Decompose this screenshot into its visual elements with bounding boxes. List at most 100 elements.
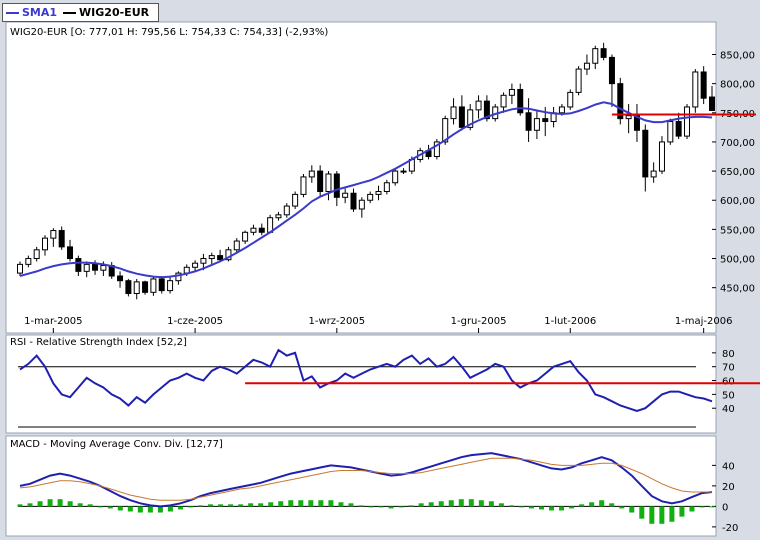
- candle-body: [167, 280, 174, 292]
- candle-body: [333, 173, 340, 198]
- macd-histogram-bar: [107, 506, 113, 509]
- candle-body: [50, 230, 57, 239]
- candle-body: [667, 121, 674, 143]
- macd-histogram-bar: [87, 504, 93, 507]
- candle-body: [142, 281, 149, 293]
- legend-label-wig20: WIG20-EUR: [79, 6, 150, 19]
- legend-label-sma: SMA1: [22, 6, 58, 19]
- macd-histogram-bar: [228, 504, 234, 507]
- candle-body: [500, 94, 507, 108]
- rsi-line: [19, 348, 713, 413]
- candle-body: [625, 115, 632, 120]
- rsi-y-tick-label: 50: [722, 390, 735, 401]
- candle-body: [650, 170, 657, 178]
- candle-body: [283, 205, 290, 216]
- y-tick-label: 650,00: [720, 167, 755, 178]
- candle-body: [558, 106, 565, 114]
- macd-histogram-bar: [629, 506, 635, 513]
- x-tick-label: 1-mar-2005: [24, 316, 82, 327]
- macd-histogram-bar: [579, 504, 585, 507]
- macd-histogram-bar: [528, 506, 534, 509]
- y-tick-label: 500,00: [720, 255, 755, 266]
- candle-body: [442, 118, 449, 143]
- candle-body: [175, 272, 182, 282]
- panel-title-macd: MACD - Moving Average Conv. Div. [12,77]: [10, 439, 223, 450]
- macd-histogram-bar: [559, 506, 565, 511]
- candle-body: [250, 227, 257, 233]
- macd-histogram-bar: [508, 505, 514, 507]
- candle-body: [608, 56, 615, 85]
- macd-histogram-bar: [488, 501, 494, 507]
- macd-histogram-bar: [67, 501, 73, 507]
- candle-body: [542, 118, 549, 123]
- candle-body: [450, 106, 457, 120]
- candle-body: [433, 141, 440, 158]
- candle-body: [158, 278, 165, 292]
- macd-histogram-bar: [378, 506, 384, 508]
- candle-body: [525, 112, 532, 131]
- candle-body: [150, 278, 157, 293]
- candle-body: [100, 265, 107, 271]
- macd-histogram-bar: [187, 506, 193, 508]
- macd-signal-line: [19, 457, 712, 501]
- candle-body: [358, 199, 365, 210]
- candle-body: [600, 48, 607, 58]
- sma-line: [19, 101, 713, 279]
- candle-body: [709, 96, 715, 111]
- candle-body: [75, 258, 82, 272]
- macd-histogram-bar: [358, 505, 364, 507]
- macd-histogram-bar: [569, 506, 575, 509]
- macd-histogram-bar: [218, 504, 224, 507]
- macd-y-tick-label: 0: [722, 502, 728, 513]
- candle-body: [217, 255, 224, 261]
- panel-title-rsi: RSI - Relative Strength Index [52,2]: [10, 337, 187, 348]
- macd-histogram-bar: [57, 499, 63, 507]
- candle-body: [325, 173, 332, 192]
- rsi-y-tick-label: 80: [722, 349, 735, 360]
- legend-item-wig20[interactable]: WIG20-EUR: [63, 6, 149, 19]
- macd-histogram-bar: [298, 500, 304, 507]
- macd-histogram-bar: [549, 506, 555, 511]
- y-tick-label: 800,00: [720, 80, 755, 91]
- candle-body: [350, 192, 357, 210]
- candle-body: [392, 170, 399, 184]
- macd-histogram-bar: [208, 504, 214, 507]
- macd-histogram-bar: [77, 503, 83, 507]
- rsi-y-tick-label: 40: [722, 404, 735, 415]
- candle-body: [683, 106, 690, 137]
- candle-body: [33, 249, 40, 260]
- macd-histogram-bar: [659, 506, 665, 524]
- legend-item-sma[interactable]: SMA1: [6, 6, 57, 19]
- y-tick-label: 850,00: [720, 50, 755, 61]
- macd-histogram-bar: [137, 506, 143, 513]
- candle-body: [483, 100, 490, 120]
- candle-body: [508, 88, 515, 96]
- macd-histogram-bar: [709, 506, 715, 508]
- macd-histogram-bar: [288, 500, 294, 507]
- candle-body: [233, 240, 240, 251]
- macd-histogram-bar: [458, 499, 464, 507]
- candle-body: [617, 83, 624, 120]
- candle-body: [58, 230, 65, 248]
- macd-histogram-bar: [619, 506, 625, 509]
- candle-body: [25, 258, 32, 265]
- y-tick-label: 600,00: [720, 196, 755, 207]
- rsi-y-tick-label: 60: [722, 377, 735, 388]
- macd-histogram-bar: [198, 505, 204, 507]
- panel-title-price: WIG20-EUR [O: 777,01 H: 795,56 L: 754,33…: [10, 27, 328, 38]
- macd-histogram-bar: [418, 503, 424, 507]
- candle-body: [575, 68, 582, 93]
- macd-histogram-bar: [398, 506, 404, 508]
- x-tick-label: 1-maj-2006: [675, 316, 733, 327]
- macd-histogram-bar: [478, 500, 484, 507]
- macd-histogram-bar: [248, 503, 254, 507]
- candle-body: [342, 192, 349, 198]
- macd-histogram-bar: [348, 503, 354, 507]
- macd-histogram-bar: [127, 506, 133, 512]
- candle-body: [583, 62, 590, 70]
- macd-histogram-bar: [157, 506, 163, 513]
- x-tick-label: 1-gru-2005: [451, 316, 507, 327]
- candle-body: [125, 280, 132, 295]
- legend-swatch-wig20: [63, 11, 77, 14]
